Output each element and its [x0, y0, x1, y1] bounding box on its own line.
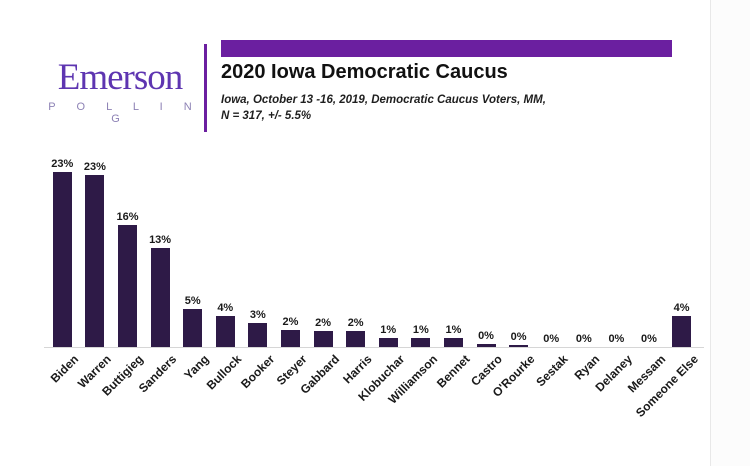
- bar-value-label: 0%: [478, 330, 494, 342]
- bar-column-steyer: 2% Steyer: [274, 150, 310, 388]
- x-axis-tick-label: Bullock: [203, 352, 245, 393]
- screenshot-right-edge: [710, 0, 750, 466]
- bar: [215, 316, 235, 347]
- bar-value-label: 1%: [380, 324, 397, 336]
- x-axis-line: [44, 347, 704, 348]
- bar-value-label: 2%: [282, 316, 299, 328]
- bar-value-label: 0%: [575, 333, 592, 345]
- bar-value-label: 0%: [510, 331, 527, 343]
- emerson-polling-logo: Emerson P O L L I N G: [38, 57, 202, 126]
- bar-value-label: 4%: [217, 302, 234, 314]
- bar-value-label: 2%: [315, 317, 331, 329]
- chart-subtitle: Iowa, October 13 -16, 2019, Democratic C…: [221, 92, 546, 124]
- bar: [443, 338, 463, 347]
- bar-column-harris: 2% Harris: [339, 150, 374, 386]
- bar-column-klobuchar: 1% Klobuchar: [355, 150, 407, 404]
- subtitle-line-2: N = 317, +/- 5.5%: [221, 110, 312, 122]
- bar: [183, 309, 203, 347]
- bar-column-sanders: 13% Sanders: [136, 150, 179, 395]
- bar-column-ryan: 0% Ryan: [568, 150, 603, 383]
- logo-subtext: P O L L I N G: [48, 101, 201, 125]
- bar-value-label: 23%: [83, 161, 106, 173]
- x-axis-tick-label: Booker: [237, 352, 277, 392]
- bar-column-o-rourke: 0% O'Rourke: [490, 150, 538, 400]
- bar-value-label: 1%: [445, 324, 462, 336]
- subtitle-line-1: Iowa, October 13 -16, 2019, Democratic C…: [221, 94, 546, 106]
- header-accent-bar: [221, 40, 672, 57]
- bar: [509, 345, 529, 347]
- bar-value-label: 0%: [608, 333, 625, 345]
- bar: [313, 331, 333, 347]
- bar: [150, 248, 170, 347]
- bar-value-label: 5%: [184, 295, 201, 307]
- bar-value-label: 13%: [149, 234, 172, 246]
- bar-column-delaney: 0% Delaney: [593, 150, 635, 394]
- bar-column-booker: 3% Booker: [238, 150, 277, 391]
- bar: [476, 344, 496, 347]
- bar-chart-columns: 23% Biden 23% Warren 16% Buttigieg 13% Sanders 5…: [46, 150, 701, 420]
- bar-column-buttigieg: 16% Buttigieg: [100, 150, 147, 399]
- bar-column-yang: 5% Yang: [176, 150, 211, 382]
- bar-column-sestak: 0% Sestak: [533, 150, 570, 389]
- bar-column-bullock: 4% Bullock: [204, 150, 245, 393]
- bar-column-castro: 0% Castro: [468, 150, 505, 389]
- bar-column-messam: 0% Messam: [624, 150, 667, 395]
- bar: [117, 225, 137, 347]
- bar-column-gabbard: 2% Gabbard: [297, 150, 342, 397]
- bar-column-williamson: 1% Williamson: [385, 150, 440, 407]
- bar-value-label: 1%: [412, 324, 429, 336]
- bar-column-biden: 23% Biden: [46, 150, 81, 385]
- bar-value-label: 2%: [347, 317, 364, 329]
- chart-title: 2020 Iowa Democratic Caucus: [221, 61, 508, 83]
- bar-value-label: 0%: [641, 333, 657, 345]
- bar: [346, 331, 366, 347]
- header-divider: [204, 44, 207, 132]
- bar-chart: 23% Biden 23% Warren 16% Buttigieg 13% Sanders 5…: [46, 150, 701, 420]
- bar: [248, 323, 268, 347]
- bar: [280, 330, 300, 347]
- bar: [85, 175, 105, 347]
- x-axis-tick-label: Sestak: [532, 352, 571, 390]
- bar-value-label: 23%: [51, 158, 74, 170]
- bar-value-label: 4%: [673, 302, 690, 314]
- bar-value-label: 0%: [543, 333, 560, 345]
- bar-column-warren: 23% Warren: [75, 150, 114, 391]
- bar-column-bennet: 1% Bennet: [434, 150, 473, 391]
- bar: [52, 172, 72, 347]
- bar: [672, 316, 692, 347]
- bar-value-label: 16%: [116, 211, 139, 223]
- bar-value-label: 3%: [249, 309, 266, 321]
- bar: [378, 338, 398, 347]
- logo-wordmark: Emerson: [57, 57, 184, 98]
- x-axis-tick-label: Bennet: [433, 352, 473, 391]
- bar-column-someone-else: 4% Someone Else: [633, 150, 701, 420]
- bar: [411, 338, 431, 347]
